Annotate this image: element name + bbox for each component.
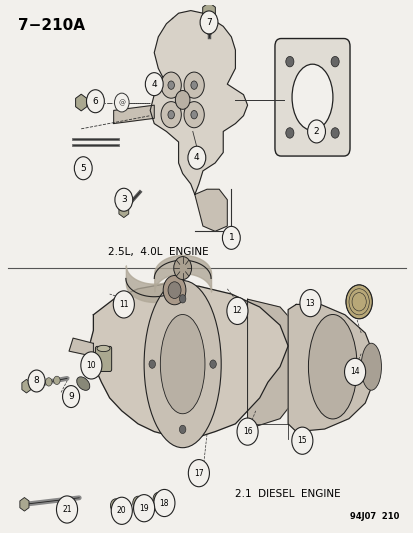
Text: 13: 13 — [305, 298, 315, 308]
Text: 9: 9 — [68, 392, 74, 401]
Circle shape — [179, 425, 185, 433]
Polygon shape — [287, 304, 373, 432]
Text: 17: 17 — [194, 469, 203, 478]
Circle shape — [188, 459, 209, 487]
Circle shape — [56, 496, 77, 523]
Circle shape — [222, 227, 240, 249]
Circle shape — [62, 385, 79, 408]
Polygon shape — [195, 189, 227, 231]
Circle shape — [87, 98, 95, 108]
FancyBboxPatch shape — [274, 38, 349, 156]
Circle shape — [199, 11, 217, 34]
Circle shape — [175, 91, 190, 109]
Polygon shape — [69, 338, 93, 357]
Circle shape — [226, 297, 247, 325]
Text: 4: 4 — [151, 79, 157, 88]
Circle shape — [135, 499, 140, 507]
Circle shape — [74, 157, 92, 180]
Text: 19: 19 — [139, 504, 149, 513]
Polygon shape — [247, 299, 296, 429]
Ellipse shape — [144, 280, 221, 448]
Text: 21: 21 — [62, 505, 71, 514]
Polygon shape — [89, 284, 287, 437]
Text: 2.1  DIESEL  ENGINE: 2.1 DIESEL ENGINE — [235, 489, 340, 499]
Circle shape — [145, 72, 163, 95]
Ellipse shape — [76, 377, 90, 390]
Text: 7: 7 — [206, 18, 211, 27]
Circle shape — [168, 282, 180, 298]
Circle shape — [285, 128, 293, 138]
Text: 2.5L,  4.0L  ENGINE: 2.5L, 4.0L ENGINE — [108, 247, 208, 257]
Circle shape — [115, 188, 133, 211]
Circle shape — [113, 502, 118, 509]
Circle shape — [154, 489, 175, 516]
Circle shape — [190, 81, 197, 90]
Circle shape — [291, 427, 312, 454]
Ellipse shape — [308, 314, 356, 419]
Polygon shape — [150, 11, 247, 195]
Text: 20: 20 — [117, 506, 126, 515]
Text: 8: 8 — [33, 376, 39, 385]
Circle shape — [173, 256, 191, 280]
Circle shape — [183, 72, 204, 98]
Circle shape — [114, 93, 129, 112]
Circle shape — [111, 497, 132, 524]
Circle shape — [163, 276, 185, 305]
Circle shape — [86, 90, 104, 112]
Circle shape — [209, 360, 216, 368]
Text: 18: 18 — [159, 498, 169, 507]
Ellipse shape — [360, 343, 380, 390]
Circle shape — [54, 376, 60, 384]
Circle shape — [344, 358, 365, 385]
Circle shape — [299, 289, 320, 317]
FancyBboxPatch shape — [95, 346, 112, 372]
Text: 10: 10 — [86, 361, 96, 370]
Text: 16: 16 — [242, 427, 252, 436]
Text: 1: 1 — [228, 233, 234, 243]
Circle shape — [188, 146, 205, 169]
Circle shape — [133, 496, 143, 510]
Circle shape — [113, 291, 134, 318]
Polygon shape — [114, 105, 154, 124]
Ellipse shape — [160, 314, 204, 414]
Text: 15: 15 — [297, 436, 306, 445]
Circle shape — [155, 496, 161, 503]
Circle shape — [45, 378, 52, 386]
Circle shape — [330, 56, 338, 67]
Circle shape — [161, 102, 181, 128]
Circle shape — [28, 370, 45, 392]
Circle shape — [285, 56, 293, 67]
Circle shape — [168, 81, 174, 90]
Ellipse shape — [291, 64, 332, 131]
Circle shape — [37, 379, 44, 387]
Circle shape — [161, 72, 181, 98]
Circle shape — [149, 360, 155, 368]
Circle shape — [307, 120, 325, 143]
Text: 4: 4 — [194, 153, 199, 162]
Text: 5: 5 — [80, 164, 86, 173]
Circle shape — [190, 110, 197, 119]
Text: 14: 14 — [349, 367, 359, 376]
Text: 3: 3 — [121, 195, 126, 204]
Circle shape — [153, 492, 163, 506]
Circle shape — [133, 495, 154, 522]
Text: 6: 6 — [93, 96, 98, 106]
Text: 2: 2 — [313, 127, 318, 136]
Circle shape — [237, 418, 257, 445]
Ellipse shape — [97, 345, 110, 352]
Ellipse shape — [345, 285, 371, 319]
Text: 7−210A: 7−210A — [18, 19, 85, 34]
Text: 94J07  210: 94J07 210 — [349, 512, 399, 521]
Circle shape — [179, 295, 185, 303]
Text: @: @ — [118, 99, 125, 106]
Circle shape — [168, 110, 174, 119]
Circle shape — [110, 499, 121, 512]
Circle shape — [81, 352, 102, 379]
Text: 12: 12 — [232, 306, 242, 316]
Text: 11: 11 — [119, 300, 128, 309]
Circle shape — [183, 102, 204, 128]
Circle shape — [330, 128, 338, 138]
